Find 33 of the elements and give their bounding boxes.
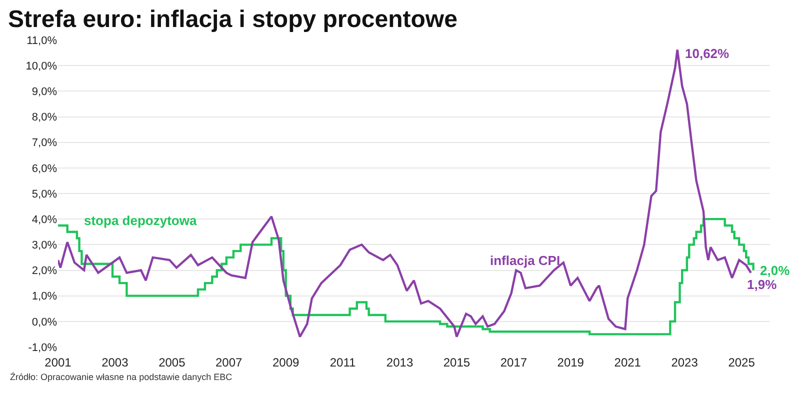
y-tick-label: 2,0% [32,265,58,278]
chart-title: Strefa euro: inflacja i stopy procentowe [8,6,458,33]
x-tick-label: 2019 [557,355,584,370]
y-tick-label: -1,0% [28,342,58,354]
x-tick-label: 2013 [386,355,414,370]
y-tick-label: 5,0% [32,188,58,200]
x-tick-label: 2015 [443,355,470,370]
y-tick-label: 11,0% [26,34,58,47]
x-tick-label: 2017 [500,355,528,370]
y-tick-label: 1,0% [32,290,58,303]
text: Źródło: Opracowanie własne na podstawie danych EBC [10,372,233,382]
y-tick-label: 7,0% [32,137,58,150]
y-tick-label: 3,0% [32,240,58,252]
x-tick-label: 2025 [728,355,756,370]
data-label: 10,62% [685,46,730,61]
annotation: 2,0% [760,263,790,278]
x-tick-label: 2011 [330,355,356,370]
x-tick-label: 2021 [614,355,642,370]
x-tick-label: 2005 [158,355,186,370]
y-tick-label: 0,0% [32,316,58,328]
x-tick-label: 2007 [216,355,243,370]
x-tick-label: 2009 [272,355,300,370]
data-label: 1,9% [747,277,778,292]
y-tick-label: 4,0% [32,214,58,226]
x-tick-label: 2003 [102,355,129,370]
x-tick-label: 2023 [671,355,698,370]
y-tick-label: 6,0% [32,162,58,175]
series-label: stopa depozytowa [84,213,198,228]
x-tick-label: 2001 [44,355,72,370]
y-tick-label: 9,0% [32,86,58,98]
y-tick-label: 8,0% [32,112,58,124]
series-label: inflacja CPI [490,253,560,268]
y-tick-label: 10,0% [26,60,58,72]
